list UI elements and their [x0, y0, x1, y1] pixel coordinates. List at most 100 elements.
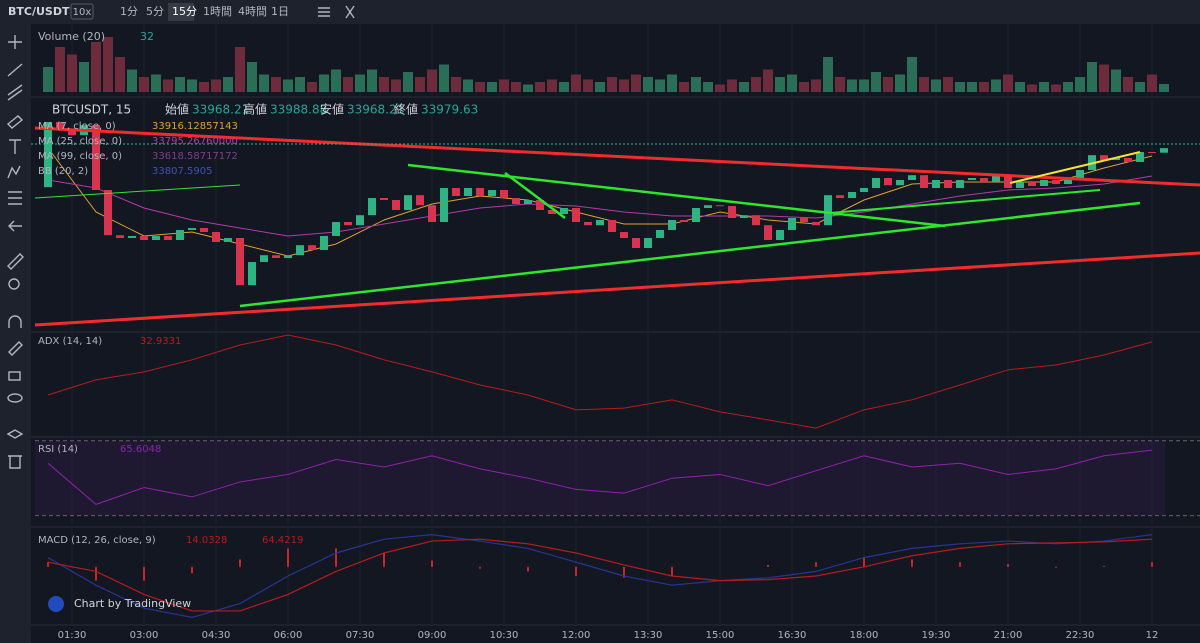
candle [596, 220, 604, 226]
label: BTCUSDT, 15 [52, 103, 131, 117]
fib-tool[interactable] [8, 191, 22, 205]
volume-bar [535, 82, 545, 92]
x-tick-label: 10:30 [490, 630, 519, 641]
eye-tool[interactable] [7, 393, 23, 403]
credit[interactable]: Chart by TradingView [74, 597, 191, 610]
symbol[interactable]: BTC/USDT [8, 5, 70, 18]
line-tool[interactable] [7, 63, 23, 77]
trash-tool[interactable] [8, 455, 22, 469]
volume-bar [583, 79, 593, 92]
marks [35, 24, 1200, 625]
label[interactable]: 15分 [172, 5, 197, 18]
x-tick-label: 09:00 [418, 630, 447, 641]
macd-hist [1007, 564, 1009, 567]
lock-draw-tool[interactable] [8, 341, 23, 356]
candle [224, 238, 232, 242]
macd-hist [383, 553, 385, 567]
label[interactable]: 4時間 [238, 5, 267, 18]
candle [164, 236, 172, 240]
candle [500, 190, 508, 198]
macd-line [47, 533, 1153, 619]
candle [212, 232, 220, 242]
volume-bar [79, 62, 89, 92]
volume-bar [667, 74, 677, 92]
macd-hist [1151, 562, 1153, 567]
label: Volume (20) [38, 30, 105, 43]
label: 14.0328 [186, 535, 227, 546]
layers-tool[interactable] [6, 429, 24, 439]
volume-bar [331, 69, 341, 92]
candle [980, 178, 988, 182]
candle [536, 200, 544, 210]
trendline [1009, 151, 1141, 184]
x-tick-label: 19:30 [922, 630, 951, 641]
volume-bar [655, 79, 665, 92]
candle [1100, 155, 1108, 160]
magnet-tool[interactable] [8, 315, 22, 328]
leverage[interactable]: 10x [73, 7, 92, 18]
lock-tool[interactable] [8, 371, 21, 381]
x-tick-label: 07:30 [346, 630, 375, 641]
rsi-band [35, 440, 1165, 516]
volume-bar [259, 74, 269, 92]
macd-hist [287, 548, 289, 567]
tv-badge[interactable]: Chart by TradingView [48, 596, 191, 612]
settings-icon[interactable] [318, 7, 330, 17]
crosshair-tool[interactable] [8, 35, 22, 49]
label: MACD (12, 26, close, 9) [38, 535, 156, 546]
candle [548, 210, 556, 214]
candle [680, 220, 688, 222]
indicator-icon[interactable] [345, 5, 355, 19]
text-tool[interactable] [9, 139, 21, 154]
back-tool[interactable] [8, 220, 22, 232]
drawing-tools [6, 35, 24, 469]
top-bar [0, 0, 1200, 24]
label: ADX (14, 14) [38, 336, 102, 347]
channel-tool[interactable] [7, 84, 23, 101]
volume-bar [1135, 82, 1145, 92]
volume-bar [811, 79, 821, 92]
macd-hist [575, 566, 577, 576]
volume-bar [1003, 74, 1013, 92]
volume-bar [463, 79, 473, 92]
candle [1076, 170, 1084, 178]
volume-bar [631, 74, 641, 92]
trendline [829, 189, 1101, 214]
volume-bar [511, 82, 521, 92]
volume-bar [991, 79, 1001, 92]
tv-logo [48, 596, 64, 612]
label: 32.9331 [140, 336, 181, 347]
measure-tool[interactable] [7, 253, 24, 270]
volume-bar [55, 47, 65, 92]
label: BB (20, 2) [38, 166, 88, 177]
pattern-tool[interactable] [7, 165, 21, 179]
brush-tool[interactable] [6, 115, 24, 129]
volume-bar [403, 72, 413, 92]
label[interactable]: 1分 [120, 5, 138, 18]
label: 終値 [394, 102, 418, 117]
volume-bar [391, 79, 401, 92]
x-tick-label: 22:30 [1066, 630, 1095, 641]
zoom-tool[interactable] [8, 278, 20, 290]
candle [788, 218, 796, 230]
label[interactable]: 1時間 [203, 5, 232, 18]
volume-bar [307, 82, 317, 92]
candle [464, 188, 472, 196]
label[interactable]: 1日 [271, 5, 289, 18]
candle [128, 236, 136, 238]
volume-bar [1111, 69, 1121, 92]
pane-separators [31, 96, 1200, 626]
volume-bar [859, 79, 869, 92]
candle [68, 130, 76, 136]
volume-bar [727, 79, 737, 92]
volume-bar [595, 82, 605, 92]
volume-bar [271, 77, 281, 92]
leverage-box[interactable] [70, 3, 94, 20]
volume-bar [343, 77, 353, 92]
volume-bar [247, 62, 257, 92]
macd-hist [479, 566, 481, 569]
candle [572, 208, 580, 222]
label[interactable]: 5分 [146, 5, 164, 18]
